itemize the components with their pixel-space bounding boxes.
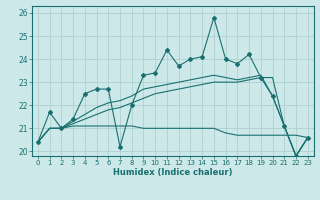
X-axis label: Humidex (Indice chaleur): Humidex (Indice chaleur): [113, 168, 233, 177]
